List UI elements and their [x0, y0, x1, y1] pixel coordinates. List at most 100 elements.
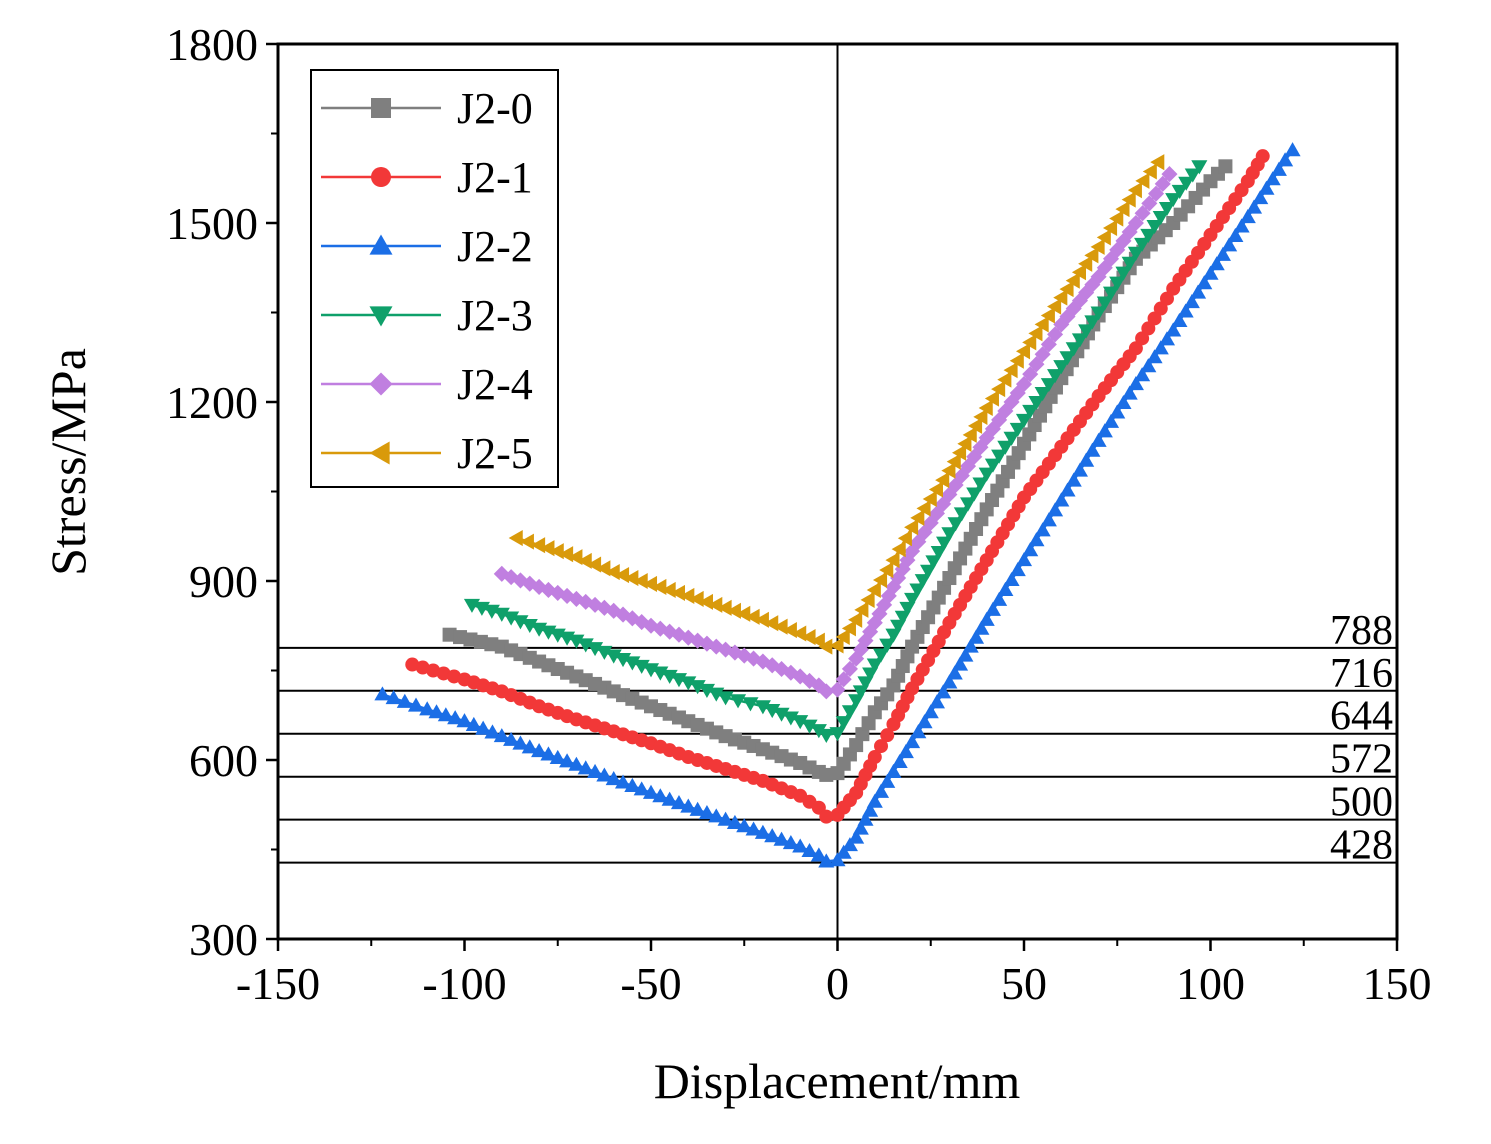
data-point-J2-0: [1218, 159, 1233, 174]
data-point-J2-4: [503, 569, 520, 586]
data-point-J2-3: [984, 458, 1001, 473]
data-point-J2-3: [818, 728, 835, 743]
data-point-J2-5: [689, 590, 704, 607]
data-point-J2-5: [904, 519, 919, 536]
x-tick-label: -100: [422, 958, 506, 1009]
data-point-J2-3: [904, 592, 921, 607]
y-tick-label: 600: [189, 735, 258, 786]
data-point-J2-2: [1252, 190, 1269, 205]
data-point-J2-2: [1009, 562, 1026, 577]
data-point-J2-2: [1090, 432, 1107, 447]
data-point-J2-2: [1171, 312, 1188, 327]
data-point-J2-5: [818, 638, 833, 655]
reference-label-788: 788: [1330, 608, 1393, 654]
x-axis-title: Displacement/mm: [654, 1053, 1021, 1109]
data-point-J2-2: [1227, 227, 1244, 242]
data-point-J2-0: [849, 738, 864, 753]
data-point-J2-5: [941, 462, 956, 479]
data-point-J2-5: [717, 599, 732, 616]
legend-label-J2-5: J2-5: [457, 429, 533, 478]
legend-marker-J2-5: [369, 441, 390, 465]
series-J2-5: [508, 154, 1165, 655]
data-point-J2-3: [1034, 387, 1051, 402]
data-point-J2-5: [866, 581, 881, 598]
data-point-J2-2: [385, 690, 402, 705]
legend: J2-0 J2-1 J2-2 J2-3 J2-4 J2-5: [310, 69, 559, 488]
legend-marker-J2-0: [371, 98, 391, 118]
data-point-J2-1: [874, 739, 889, 754]
data-point-J2-5: [1084, 247, 1099, 264]
y-tick-label: 1800: [166, 19, 258, 70]
data-point-J2-4: [736, 647, 753, 664]
data-point-J2-2: [484, 724, 501, 739]
reference-label-428: 428: [1330, 823, 1393, 869]
data-point-J2-5: [879, 562, 894, 579]
data-point-J2-3: [1109, 276, 1126, 291]
data-point-J2-3: [1096, 296, 1113, 311]
data-point-J2-3: [596, 645, 613, 660]
data-point-J2-2: [1034, 522, 1051, 537]
data-point-J2-2: [1152, 340, 1169, 355]
data-point-J2-3: [810, 724, 827, 739]
data-point-J2-4: [1161, 166, 1178, 183]
data-point-J2-3: [991, 449, 1008, 464]
data-point-J2-2: [447, 710, 464, 725]
data-point-J2-2: [1121, 385, 1138, 400]
data-point-J2-2: [689, 801, 706, 816]
data-point-J2-2: [428, 704, 445, 719]
data-point-J2-3: [953, 507, 970, 522]
data-point-J2-5: [1135, 172, 1150, 189]
data-point-J2-3: [866, 658, 883, 673]
data-point-J2-3: [1165, 193, 1182, 208]
data-point-J2-3: [1028, 395, 1045, 411]
data-point-J2-2: [374, 686, 391, 701]
legend-label-J2-1: J2-1: [457, 153, 533, 202]
data-point-J2-5: [829, 637, 844, 654]
data-point-J2-5: [997, 371, 1012, 388]
data-point-J2-2: [1127, 376, 1144, 391]
data-point-J2-1: [880, 728, 895, 743]
data-point-J2-5: [1127, 182, 1142, 199]
data-point-J2-2: [633, 781, 650, 796]
data-point-J2-0: [861, 716, 876, 731]
data-point-J2-4: [642, 617, 660, 634]
data-point-J2-3: [568, 634, 585, 649]
data-point-J2-2: [521, 739, 538, 754]
data-point-J2-3: [841, 705, 858, 720]
legend-item-J2-5: J2-5: [321, 429, 533, 478]
data-point-J2-2: [465, 716, 482, 731]
data-point-J2-5: [973, 408, 988, 425]
data-point-J2-5: [549, 543, 564, 560]
data-point-J2-2: [1134, 367, 1151, 382]
x-tick-label: 150: [1363, 958, 1432, 1009]
data-point-J2-2: [1109, 404, 1126, 419]
data-point-J2-2: [872, 783, 890, 798]
data-point-J2-3: [708, 687, 725, 702]
data-point-J2-2: [512, 735, 529, 750]
data-point-J2-2: [1284, 142, 1301, 157]
data-point-J2-3: [1078, 324, 1095, 339]
data-point-J2-2: [997, 581, 1014, 596]
data-point-J2-5: [642, 575, 658, 593]
data-point-J2-4: [1022, 366, 1039, 383]
data-point-J2-2: [897, 743, 914, 759]
data-point-J2-4: [997, 402, 1014, 419]
data-point-J2-1: [819, 809, 834, 824]
data-point-J2-4: [835, 671, 852, 688]
data-point-J2-4: [928, 505, 946, 522]
data-point-J2-2: [862, 802, 879, 817]
data-point-J2-5: [910, 509, 925, 526]
data-point-J2-2: [1078, 452, 1095, 467]
data-point-J2-3: [1127, 246, 1144, 261]
data-point-J2-3: [1121, 256, 1138, 271]
data-point-J2-3: [698, 683, 715, 698]
data-point-J2-2: [1183, 294, 1200, 309]
data-point-J2-2: [1028, 532, 1045, 547]
data-point-J2-2: [1177, 303, 1194, 318]
data-point-J2-4: [1003, 393, 1020, 411]
legend-label-J2-0: J2-0: [457, 84, 533, 133]
data-point-J2-2: [962, 638, 979, 653]
data-point-J2-1: [867, 750, 882, 765]
data-point-J2-4: [916, 524, 933, 541]
data-series: [374, 142, 1301, 868]
